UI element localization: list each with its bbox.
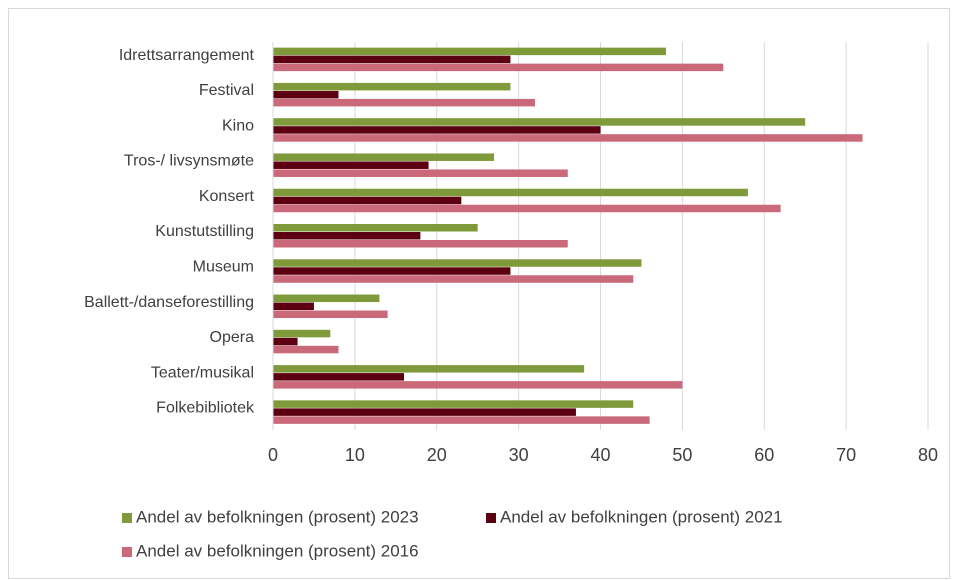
bar [273, 416, 650, 424]
bar [273, 267, 511, 275]
x-tick-label: 0 [268, 445, 278, 465]
y-tick-label: Festival [199, 82, 254, 99]
legend-label: Andel av befolkningen (prosent) 2021 [500, 507, 783, 526]
bar [273, 310, 388, 319]
x-tick-label: 20 [427, 445, 447, 465]
y-tick-label: Kino [222, 117, 254, 134]
y-tick-label: Konsert [199, 188, 255, 205]
bar [273, 373, 404, 381]
bar [273, 118, 806, 126]
bar [273, 232, 421, 240]
bar [273, 408, 576, 416]
bar [273, 196, 462, 205]
x-tick-label: 50 [672, 445, 692, 465]
bar [273, 400, 634, 408]
y-tick-label: Teater/musikal [151, 364, 254, 381]
bar [273, 240, 568, 248]
x-tick-label: 80 [918, 445, 938, 465]
y-tick-label: Tros-/ livsynsmøte [124, 153, 254, 170]
bar [273, 302, 314, 311]
y-tick-label: Kunstutstilling [155, 223, 254, 240]
y-tick-label: Folkebibliotek [156, 400, 255, 417]
legend-label: Andel av befolkningen (prosent) 2023 [136, 507, 419, 526]
bar [273, 153, 495, 161]
bar [273, 259, 642, 267]
legend-swatch [122, 547, 132, 557]
bar [273, 345, 339, 354]
bar [273, 337, 298, 346]
bar [273, 381, 683, 389]
bar [273, 275, 634, 283]
x-tick-label: 40 [590, 445, 610, 465]
bar [273, 161, 429, 169]
bar [273, 98, 535, 107]
bar [273, 63, 724, 72]
legend-swatch [486, 513, 496, 523]
bar [273, 365, 585, 373]
bar [273, 90, 339, 99]
bar [273, 82, 511, 91]
x-tick-label: 70 [836, 445, 856, 465]
x-tick-label: 30 [509, 445, 529, 465]
bar [273, 47, 666, 56]
bar [273, 55, 511, 64]
bar [273, 204, 781, 213]
bar [273, 126, 601, 134]
x-tick-label: 60 [754, 445, 774, 465]
bar [273, 188, 748, 197]
y-tick-label: Museum [193, 258, 254, 275]
bar [273, 169, 568, 177]
legend-swatch [122, 513, 132, 523]
bar [273, 224, 478, 232]
bar [273, 134, 863, 142]
bar [273, 329, 331, 338]
y-tick-label: Ballett-/danseforestilling [84, 294, 254, 311]
legend-label: Andel av befolkningen (prosent) 2016 [136, 541, 419, 560]
y-tick-label: Idrettsarrangement [119, 47, 255, 64]
bar [273, 294, 380, 303]
y-tick-label: Opera [210, 329, 255, 346]
x-tick-label: 10 [345, 445, 365, 465]
